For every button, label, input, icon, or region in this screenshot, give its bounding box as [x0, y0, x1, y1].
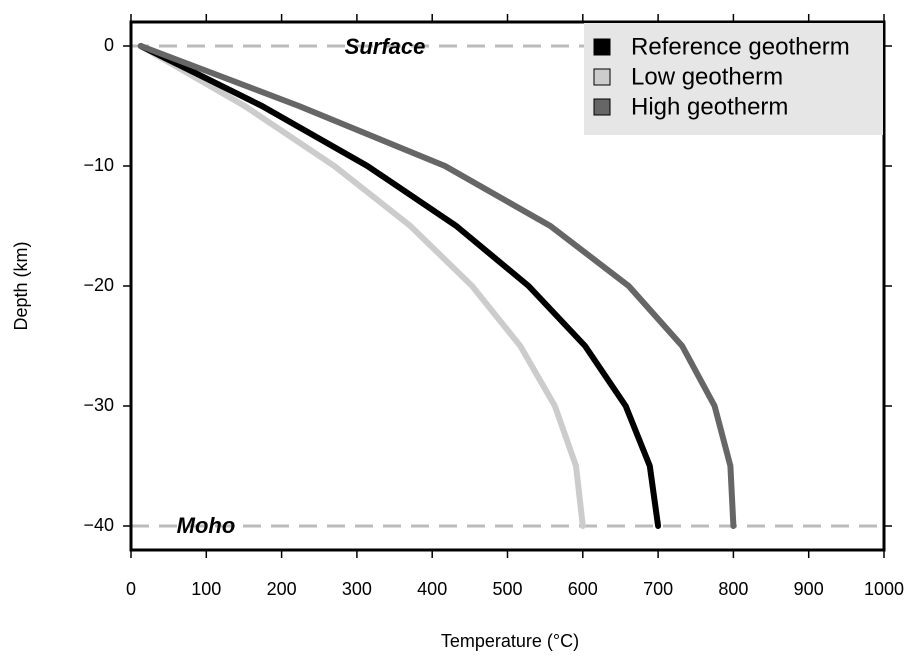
y-tick-label: −10 [83, 155, 114, 175]
y-tick-label: 0 [104, 35, 114, 55]
y-tick-label: −20 [83, 275, 114, 295]
geotherm-line [137, 43, 662, 529]
x-tick-label: 600 [568, 579, 598, 599]
x-tick-label: 700 [643, 579, 673, 599]
y-tick-label: −30 [83, 395, 114, 415]
annotation: Moho [177, 513, 236, 538]
x-tick-label: 100 [191, 579, 221, 599]
legend-swatch [593, 98, 611, 116]
x-tick-label: 400 [417, 579, 447, 599]
legend-label: Reference geotherm [631, 33, 850, 60]
geotherm-line [137, 43, 586, 529]
legend-label: High geotherm [631, 93, 788, 120]
legend-swatch [593, 68, 611, 86]
x-tick-label: 300 [342, 579, 372, 599]
y-axis-label: Depth (km) [11, 241, 31, 330]
x-axis-label: Temperature (°C) [441, 631, 579, 651]
legend-swatch [593, 38, 611, 56]
x-tick-label: 800 [718, 579, 748, 599]
geotherm-line [137, 43, 737, 529]
x-tick-label: 0 [126, 579, 136, 599]
legend-label: Low geotherm [631, 63, 783, 90]
x-tick-label: 1000 [864, 579, 904, 599]
legend-box [584, 23, 883, 135]
x-tick-label: 900 [794, 579, 824, 599]
annotation: Surface [345, 34, 426, 59]
x-tick-label: 500 [492, 579, 522, 599]
x-tick-label: 200 [267, 579, 297, 599]
y-tick-label: −40 [83, 515, 114, 535]
